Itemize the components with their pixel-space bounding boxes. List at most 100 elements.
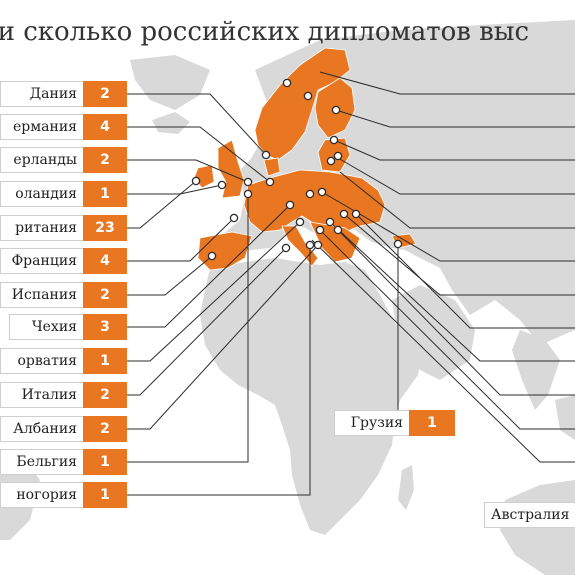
leader-right-1 bbox=[319, 71, 575, 95]
marker-berlin bbox=[265, 177, 275, 187]
count-badge: 4 bbox=[83, 114, 127, 140]
country-name: ногория bbox=[0, 482, 83, 508]
marker-stockholm bbox=[331, 105, 341, 115]
label-georgia: Грузия 1 bbox=[334, 410, 455, 436]
label-croatia: орватия 1 bbox=[0, 348, 127, 374]
marker-brussels bbox=[243, 189, 253, 199]
count-badge: 2 bbox=[83, 147, 127, 173]
marker-zagreb bbox=[295, 217, 305, 227]
count-badge: 1 bbox=[83, 482, 127, 508]
country-name: ерланды bbox=[0, 147, 83, 173]
norway-sweden-shape bbox=[254, 47, 351, 161]
country-name: Франция bbox=[0, 248, 83, 274]
country-name: ритания bbox=[0, 215, 83, 241]
label-italy: Италия 2 bbox=[0, 382, 127, 408]
leader-netherlands bbox=[116, 159, 249, 183]
leader-right-5 bbox=[339, 171, 575, 229]
leader-right-2 bbox=[335, 109, 575, 128]
label-france: Франция 4 bbox=[0, 248, 127, 274]
iberia-shape bbox=[197, 231, 253, 271]
leader-belgium bbox=[116, 194, 249, 463]
marker-budapest bbox=[339, 209, 349, 219]
count-badge: 2 bbox=[83, 382, 127, 408]
italy-shape bbox=[281, 225, 319, 267]
marker-tbilisi bbox=[393, 239, 403, 249]
marker-sofia bbox=[333, 225, 343, 235]
highlighted-countries bbox=[193, 47, 417, 271]
leader-right-4 bbox=[337, 157, 575, 195]
leader-montenegro bbox=[116, 245, 311, 496]
denmark-shape bbox=[263, 157, 281, 177]
count-badge: 1 bbox=[83, 181, 127, 207]
marker-tirana bbox=[313, 240, 323, 250]
marker-minsk bbox=[326, 156, 336, 166]
india-landmass bbox=[512, 330, 560, 410]
marker-sarajevo bbox=[315, 225, 325, 235]
count-badge: 1 bbox=[83, 449, 127, 475]
marker-london bbox=[217, 180, 227, 190]
leader-spain bbox=[116, 255, 213, 296]
marker-amsterdam bbox=[243, 177, 253, 187]
count-badge: 2 bbox=[83, 81, 127, 107]
country-name: Албания bbox=[0, 416, 83, 442]
marker-helsinki bbox=[303, 91, 313, 101]
country-name: Бельгия bbox=[0, 449, 83, 475]
africa-landmass bbox=[200, 258, 422, 535]
country-name: Чехия bbox=[9, 314, 83, 340]
count-badge: 23 bbox=[83, 215, 127, 241]
location-markers bbox=[191, 78, 403, 261]
map-title-text: н и сколько российских дипломатов выс bbox=[0, 17, 530, 47]
marker-vilnius bbox=[333, 151, 343, 161]
leader-right-9 bbox=[329, 221, 575, 362]
country-name: Австралия bbox=[484, 502, 575, 528]
count-badge: 2 bbox=[83, 282, 127, 308]
marker-bucharest bbox=[351, 209, 361, 219]
marker-paris bbox=[229, 213, 239, 223]
madagascar-landmass bbox=[398, 465, 414, 510]
leader-denmark bbox=[116, 93, 267, 156]
marker-podgorica bbox=[305, 240, 315, 250]
count-badge: 1 bbox=[409, 410, 455, 436]
marker-oslo bbox=[282, 78, 292, 88]
leader-right-11 bbox=[319, 229, 575, 430]
map-title: н и сколько российских дипломатов выс bbox=[0, 12, 575, 52]
country-name: Италия bbox=[0, 382, 83, 408]
leader-right-6 bbox=[321, 191, 575, 262]
label-netherlands: ерланды 2 bbox=[0, 147, 127, 173]
marker-dublin bbox=[191, 176, 201, 186]
britain-shape bbox=[217, 139, 245, 199]
marker-rome bbox=[281, 243, 291, 253]
leader-right-12 bbox=[311, 239, 575, 463]
label-australia: Австралия bbox=[484, 502, 575, 528]
marker-madrid bbox=[207, 251, 217, 261]
label-belgium: Бельгия 1 bbox=[0, 449, 127, 475]
label-montenegro: ногория 1 bbox=[0, 482, 127, 508]
country-name: Дания bbox=[0, 81, 83, 107]
greenland-landmass bbox=[130, 55, 210, 110]
label-czech: Чехия 3 bbox=[9, 314, 127, 340]
leader-croatia bbox=[116, 221, 301, 362]
count-badge: 2 bbox=[83, 416, 127, 442]
label-albania: Албания 2 bbox=[0, 416, 127, 442]
marker-riga bbox=[329, 135, 339, 145]
label-britain: ритания 23 bbox=[0, 215, 127, 241]
country-name: ермания bbox=[0, 114, 83, 140]
label-germany: ермания 4 bbox=[0, 114, 127, 140]
leader-right-8 bbox=[355, 213, 575, 329]
leader-right-3 bbox=[333, 139, 575, 161]
leader-lines bbox=[116, 71, 575, 496]
country-name: Испания bbox=[0, 282, 83, 308]
leader-right-7 bbox=[343, 213, 575, 296]
country-name: орватия bbox=[0, 348, 83, 374]
country-name: оландия bbox=[0, 181, 83, 207]
leader-right-10 bbox=[337, 229, 575, 396]
iceland-landmass bbox=[152, 112, 190, 134]
leader-germany bbox=[116, 126, 271, 183]
count-badge: 1 bbox=[83, 348, 127, 374]
marker-belgrade bbox=[325, 217, 335, 227]
leader-albania bbox=[116, 244, 319, 430]
label-denmark: Дания 2 bbox=[0, 81, 127, 107]
country-name: Грузия bbox=[334, 410, 409, 436]
label-spain: Испания 2 bbox=[0, 282, 127, 308]
leader-france bbox=[116, 217, 235, 262]
